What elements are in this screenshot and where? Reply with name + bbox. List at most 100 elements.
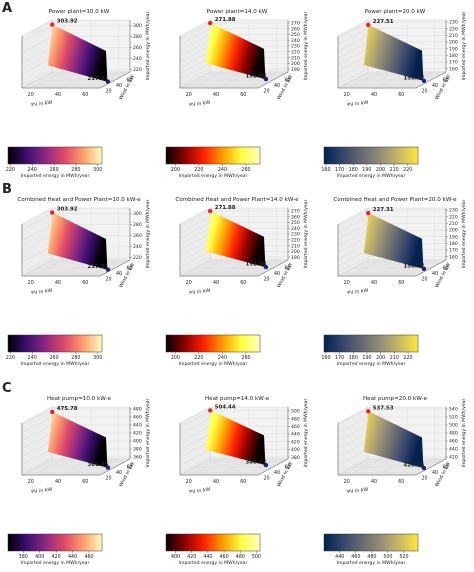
z-axis-label: Imported energy in MWh/year xyxy=(145,12,151,81)
colorbar-tick-label: 170 xyxy=(335,355,344,361)
colorbar-label: Imported energy in MWh/year xyxy=(179,173,248,179)
grid-line xyxy=(337,456,369,474)
colorbar-tick-label: 280 xyxy=(71,167,80,173)
grid-line xyxy=(404,259,435,277)
z-axis-label: Imported energy in MWh/year xyxy=(303,399,309,468)
y-tick-label: 60 xyxy=(126,265,132,271)
min-value-label: 388.22 xyxy=(245,460,266,466)
grid-line xyxy=(337,68,369,85)
min-marker xyxy=(263,462,269,468)
x-tick-label: 60 xyxy=(82,92,88,98)
grid-line xyxy=(179,216,211,233)
panel-label-a: A xyxy=(2,1,12,16)
grid-line xyxy=(21,408,53,426)
min-marker xyxy=(421,78,427,84)
grid-line xyxy=(179,28,211,45)
z-tick-label: 270 xyxy=(291,209,300,215)
colorbar-label: Imported energy in MWh/year xyxy=(337,560,406,566)
max-marker xyxy=(366,409,371,414)
axis-edge xyxy=(99,458,131,476)
x-tick-label: 60 xyxy=(240,479,246,485)
max-marker xyxy=(208,208,213,214)
z-tick-label: 230 xyxy=(291,44,300,50)
y-tick-label: 60 xyxy=(284,464,290,470)
colorbar-tick-label: 480 xyxy=(236,554,245,560)
z-tick-label: 220 xyxy=(133,67,142,73)
z-tick-label: 190 xyxy=(291,67,300,73)
z-tick-label: 220 xyxy=(133,255,142,261)
x-tick-label: 40 xyxy=(55,479,61,485)
subplot-2: Power plant=14.0 kW271.88192.08190200210… xyxy=(165,9,309,179)
max-value-label: 303.92 xyxy=(57,207,78,213)
z-tick-label: 500 xyxy=(449,423,458,429)
axis-edge xyxy=(337,224,416,277)
z-tick-label: 230 xyxy=(449,20,458,26)
surface xyxy=(363,213,424,269)
grid-line xyxy=(337,440,369,458)
x-tick-label: 40 xyxy=(55,92,61,98)
surface xyxy=(205,23,266,80)
x-tick-label: 20 xyxy=(344,479,350,485)
colorbar-label: Imported energy in MWh/year xyxy=(337,361,406,367)
z-tick-label: 420 xyxy=(133,431,142,437)
z-axis-label: Imported energy in MWh/year xyxy=(145,200,151,269)
colorbar-tick-label: 500 xyxy=(252,554,261,560)
z-tick-label: 200 xyxy=(449,228,458,234)
z-tick-label: 440 xyxy=(449,447,458,453)
x-tick-label: 20 xyxy=(28,92,34,98)
grid-line xyxy=(179,245,211,262)
z-tick-label: 270 xyxy=(291,21,300,27)
y-tick-label: 60 xyxy=(284,77,290,83)
x-axis-label: PV in kW xyxy=(189,288,211,297)
z-tick-label: 210 xyxy=(291,55,300,61)
grid-line xyxy=(337,61,369,79)
max-marker xyxy=(208,20,213,26)
z-tick-label: 280 xyxy=(133,34,142,40)
grid-line xyxy=(337,35,369,52)
colorbar xyxy=(165,533,261,552)
colorbar-tick-label: 260 xyxy=(49,167,58,173)
colorbar-tick-label: 160 xyxy=(321,167,330,173)
min-marker xyxy=(263,264,269,270)
subplot-9: Heat pump=20.0 kW-e 537.53 420.36 420 440 460… xyxy=(323,396,467,566)
surface xyxy=(47,412,108,468)
colorbar-tick-label: 480 xyxy=(367,554,376,560)
z-tick-label: 480 xyxy=(449,431,458,437)
z-tick-label: 380 xyxy=(291,455,300,461)
z-tick-label: 300 xyxy=(133,211,142,217)
grid-line xyxy=(179,426,211,443)
grid-line xyxy=(246,259,277,277)
grid-line xyxy=(337,236,369,253)
z-tick-label: 200 xyxy=(449,40,458,46)
axis-edge xyxy=(257,259,289,277)
x-axis-label: PV in kW xyxy=(189,100,211,109)
axis-edge xyxy=(257,71,289,89)
colorbar-tick-label: 200 xyxy=(171,355,180,361)
z-tick-label: 170 xyxy=(449,60,458,66)
colorbar xyxy=(7,533,103,552)
z-tick-label: 240 xyxy=(291,226,300,232)
z-tick-label: 440 xyxy=(291,432,300,438)
x-tick-label: 20 xyxy=(186,92,192,98)
min-value-label: 158.57 xyxy=(403,75,424,81)
colorbar-tick-label: 440 xyxy=(68,554,77,560)
z-tick-label: 280 xyxy=(133,222,142,228)
y-tick-label: 60 xyxy=(442,77,448,83)
min-marker xyxy=(421,465,427,471)
z-tick-label: 240 xyxy=(133,244,142,250)
subplot-1: Power plant=10.0 kW 303.92 217.81 220 240 260… xyxy=(6,9,151,179)
subplot-3: Power plant=20.0 kW227.51158.57160170180… xyxy=(321,9,467,179)
subplot-title: Combined Heat and Power Plant=10.0 kW-e xyxy=(17,197,141,203)
y-tick-label: 20 xyxy=(421,476,427,482)
colorbar-tick-label: 220 xyxy=(194,167,203,173)
min-marker xyxy=(421,266,427,272)
grid-line xyxy=(21,440,53,458)
colorbar-tick-label: 420 xyxy=(52,554,61,560)
grid-line xyxy=(21,47,53,64)
colorbar-tick-label: 300 xyxy=(93,167,102,173)
panel-label-b: B xyxy=(2,182,12,197)
z-axis-label: Imported energy in MWh/year xyxy=(145,399,151,468)
grid-line xyxy=(179,410,211,428)
grid-line xyxy=(21,69,53,86)
x-tick-label: 40 xyxy=(55,280,61,286)
